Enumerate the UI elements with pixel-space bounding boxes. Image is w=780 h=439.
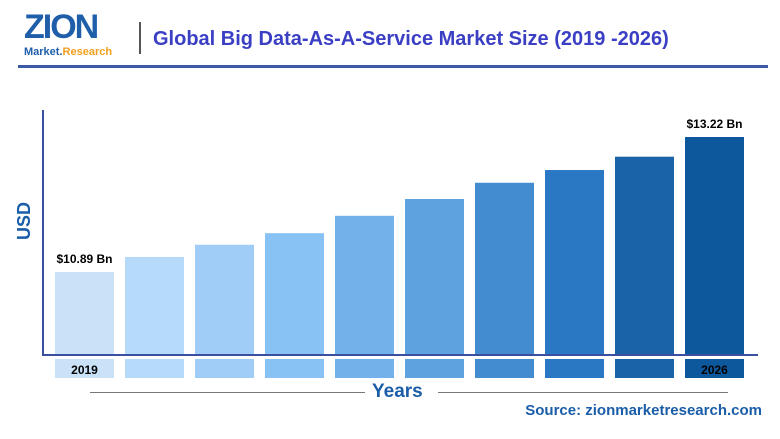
data-label: $10.89 Bn xyxy=(56,252,112,266)
year-label-box xyxy=(195,359,254,378)
data-label: $13.22 Bn xyxy=(686,117,742,131)
x-axis-label: Years xyxy=(372,381,423,402)
year-label-box xyxy=(405,359,464,378)
bar xyxy=(615,156,674,354)
year-label-box xyxy=(685,359,744,378)
year-label-box xyxy=(615,359,674,378)
y-axis-label: USD xyxy=(14,201,34,240)
bar xyxy=(335,215,394,354)
chart-title: Global Big Data-As-A-Service Market Size… xyxy=(153,28,669,50)
year-label-box xyxy=(475,359,534,378)
bar xyxy=(545,170,604,354)
year-tick-label: 2026 xyxy=(701,363,728,377)
bar xyxy=(125,256,184,354)
year-label-box xyxy=(265,359,324,378)
x-label-rule-left xyxy=(90,392,365,393)
x-label-rule-right xyxy=(438,392,728,393)
year-tick-label: 2019 xyxy=(71,363,98,377)
header-rule xyxy=(18,65,768,68)
header-divider xyxy=(139,22,141,54)
year-label-box xyxy=(125,359,184,378)
year-label-box xyxy=(335,359,394,378)
year-label-box xyxy=(545,359,604,378)
bar xyxy=(685,137,744,354)
bar xyxy=(265,233,324,354)
year-label-box xyxy=(55,359,114,378)
source-text: Source: zionmarketresearch.com xyxy=(525,402,762,419)
bar xyxy=(195,244,254,354)
bar xyxy=(405,198,464,354)
zion-logo: ZION Market.Research xyxy=(24,8,113,58)
bar xyxy=(55,272,114,354)
bar xyxy=(475,182,534,354)
